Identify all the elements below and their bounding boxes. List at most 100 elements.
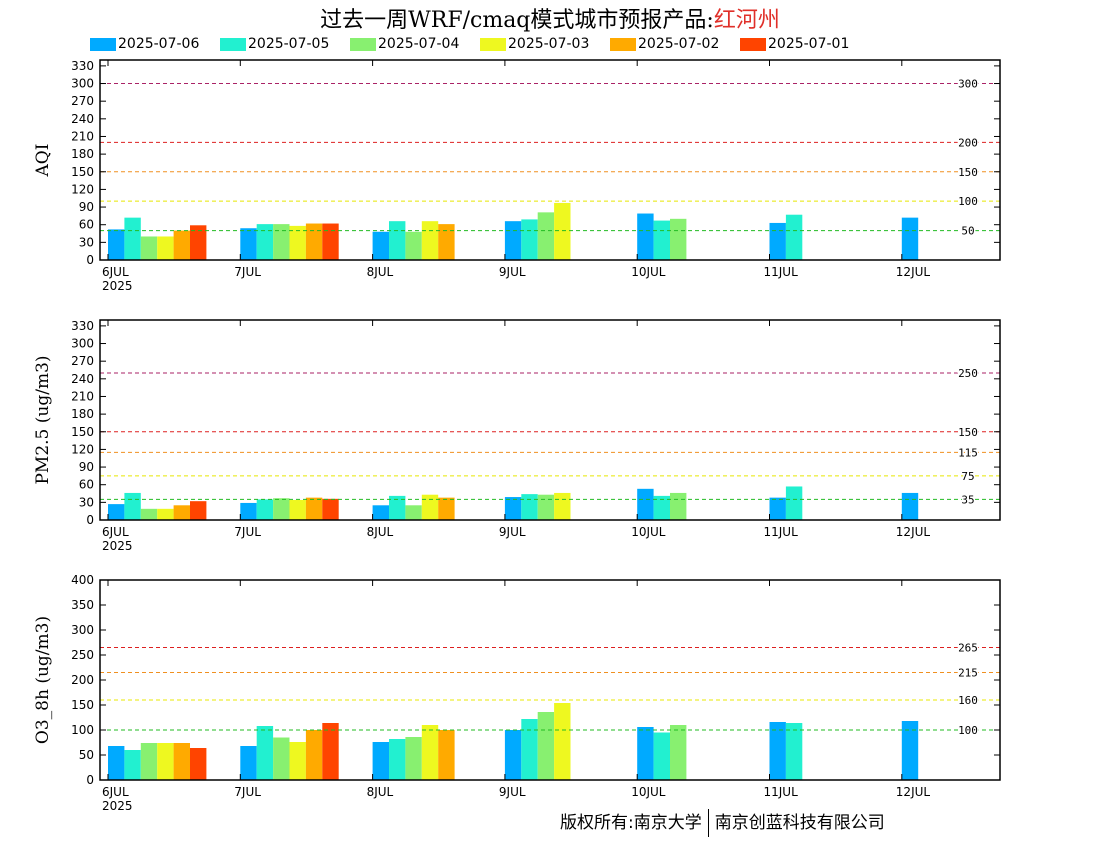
bar [785, 486, 803, 520]
y-axis-label: O3_8h (ug/m3) [33, 616, 53, 744]
bar [653, 495, 670, 520]
x-tick-label: 7JUL [234, 525, 261, 539]
bar [372, 742, 389, 780]
chart-title: 过去一周WRF/cmaq模式城市预报产品:红河州 [0, 2, 1100, 34]
bar [901, 721, 919, 780]
threshold-label: 300 [958, 78, 978, 91]
bar [173, 230, 190, 260]
bar [322, 723, 339, 780]
threshold-label: 100 [958, 195, 978, 208]
bar [372, 231, 389, 260]
bar [389, 221, 406, 260]
x-tick-label: 8JUL [367, 525, 394, 539]
x-tick-label: 8JUL [367, 785, 394, 799]
y-axis-label: AQI [33, 144, 53, 178]
bar [157, 743, 174, 780]
x-tick-label: 6JUL [102, 265, 129, 279]
threshold-label: 250 [958, 367, 978, 380]
footer-copyright: 版权所有:南京大学 [560, 813, 702, 833]
x-tick-label: 9JUL [499, 785, 526, 799]
x-tick-label: 9JUL [499, 525, 526, 539]
bar [405, 737, 422, 780]
y-tick-label: 150 [71, 425, 94, 439]
threshold-label: 35 [961, 493, 974, 506]
threshold-label: 100 [958, 724, 978, 737]
threshold-label: 115 [958, 446, 978, 459]
bar [901, 217, 919, 260]
y-tick-label: 90 [79, 460, 94, 474]
bar [372, 505, 389, 520]
bar [521, 719, 538, 780]
bar [785, 723, 803, 780]
x-tick-label: 11JUL [764, 265, 799, 279]
bar [653, 732, 670, 780]
bar [769, 497, 786, 520]
bar [785, 214, 803, 260]
bar [438, 224, 455, 260]
bar [670, 492, 687, 520]
y-tick-label: 300 [71, 77, 94, 91]
bar [537, 212, 555, 260]
threshold-label: 150 [958, 166, 978, 179]
bar [289, 500, 306, 520]
bar [273, 498, 290, 520]
bar [637, 488, 654, 520]
bar [256, 224, 274, 260]
bar [322, 223, 339, 260]
x-tick-label: 8JUL [367, 265, 394, 279]
bar [769, 222, 786, 260]
bar [140, 743, 158, 780]
x-tick-label: 12JUL [896, 265, 931, 279]
bar [438, 730, 455, 780]
y-tick-label: 150 [71, 698, 94, 712]
bar [124, 492, 141, 520]
bar [322, 498, 339, 520]
y-tick-label: 300 [71, 623, 94, 637]
bar [190, 225, 207, 260]
y-tick-label: 120 [71, 442, 94, 456]
bar [108, 504, 125, 520]
x-tick-label: 6JUL [102, 785, 129, 799]
x-tick-label: 12JUL [896, 525, 931, 539]
bar [305, 730, 323, 780]
title-region: 红河州 [713, 8, 780, 33]
y-tick-label: 250 [71, 648, 94, 662]
bar [124, 750, 141, 780]
bar [256, 726, 274, 780]
bar [421, 221, 439, 260]
x-tick-label: 11JUL [764, 525, 799, 539]
x-tick-label: 11JUL [764, 785, 799, 799]
threshold-label: 75 [961, 470, 974, 483]
y-tick-label: 270 [71, 354, 94, 368]
legend-swatch [740, 38, 766, 51]
bar [173, 505, 190, 520]
legend-swatch [350, 38, 376, 51]
y-tick-label: 240 [71, 372, 94, 386]
bar [389, 739, 406, 780]
bar [190, 501, 207, 520]
bar [504, 221, 522, 260]
y-tick-label: 100 [71, 723, 94, 737]
x-year-label: 2025 [102, 279, 133, 293]
y-tick-label: 210 [71, 129, 94, 143]
legend-label: 2025-07-02 [638, 36, 720, 52]
legend-label: 2025-07-03 [508, 36, 590, 52]
bar [240, 746, 257, 780]
bar [108, 229, 125, 260]
bar [108, 746, 125, 780]
bar [405, 505, 422, 520]
bar [421, 725, 439, 780]
legend-label: 2025-07-06 [118, 36, 200, 52]
y-tick-label: 30 [79, 495, 94, 509]
x-year-label: 2025 [102, 539, 133, 553]
bar [289, 742, 306, 780]
threshold-label: 265 [958, 642, 978, 655]
bar [273, 224, 290, 260]
bar [438, 497, 455, 520]
x-tick-label: 6JUL [102, 525, 129, 539]
x-tick-label: 7JUL [234, 265, 261, 279]
y-tick-label: 0 [86, 253, 94, 267]
y-tick-label: 0 [86, 513, 94, 527]
y-tick-label: 240 [71, 112, 94, 126]
